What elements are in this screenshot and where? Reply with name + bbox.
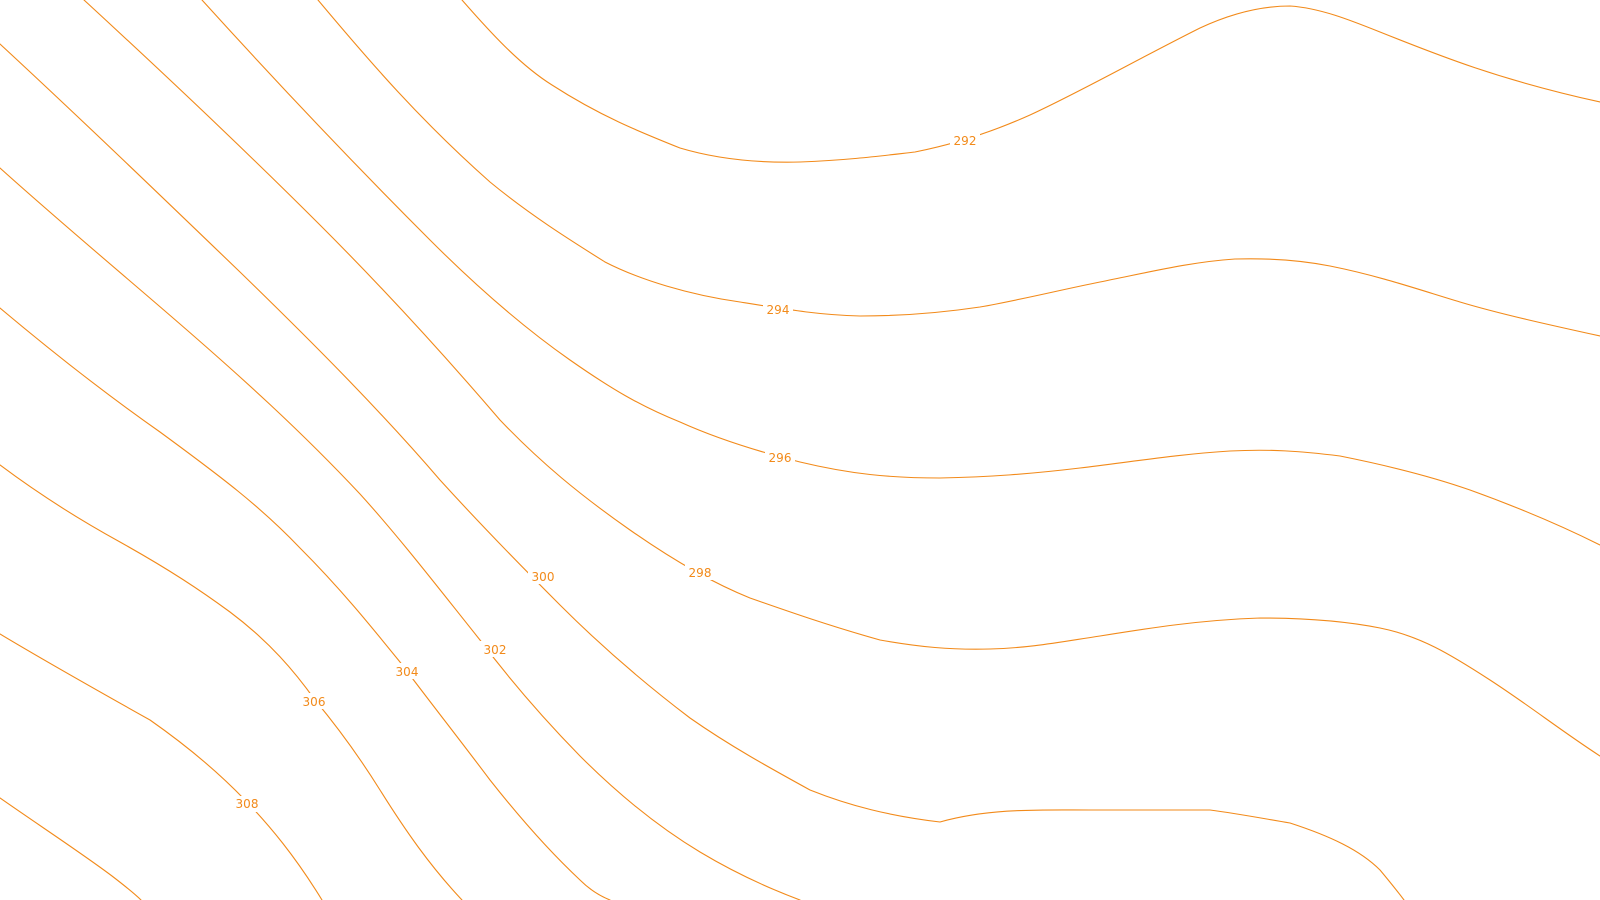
contour-label-300: 300 bbox=[532, 570, 555, 584]
contour-line-292 bbox=[461, 0, 1600, 163]
contour-label-304: 304 bbox=[396, 665, 419, 679]
contour-label-302: 302 bbox=[484, 643, 507, 657]
contour-line-294 bbox=[317, 0, 1600, 337]
contour-label-294: 294 bbox=[767, 303, 790, 317]
contour-296: 296 bbox=[201, 0, 1600, 546]
contour-line-308 bbox=[0, 633, 323, 900]
contour-302: 302 bbox=[0, 167, 801, 900]
contour-line-310 bbox=[0, 797, 142, 900]
contour-label-292: 292 bbox=[954, 134, 977, 148]
contour-line-302 bbox=[0, 167, 801, 900]
contour-294: 294 bbox=[317, 0, 1600, 337]
contour-292: 292 bbox=[461, 0, 1600, 163]
contour-300: 300 bbox=[0, 43, 1405, 900]
contour-304: 304 bbox=[0, 307, 611, 900]
contour-line-306 bbox=[0, 464, 463, 900]
contour-306: 306 bbox=[0, 464, 463, 900]
contour-label-306: 306 bbox=[303, 695, 326, 709]
contour-line-304 bbox=[0, 307, 611, 900]
contour-308: 308 bbox=[0, 633, 323, 900]
contour-label-308: 308 bbox=[236, 797, 259, 811]
contour-line-298 bbox=[83, 0, 1600, 757]
contour-310 bbox=[0, 797, 142, 900]
contour-line-296 bbox=[201, 0, 1600, 546]
contour-line-300 bbox=[0, 43, 1405, 900]
contour-label-298: 298 bbox=[689, 566, 712, 580]
contour-label-296: 296 bbox=[769, 451, 792, 465]
contour-298: 298 bbox=[83, 0, 1600, 757]
